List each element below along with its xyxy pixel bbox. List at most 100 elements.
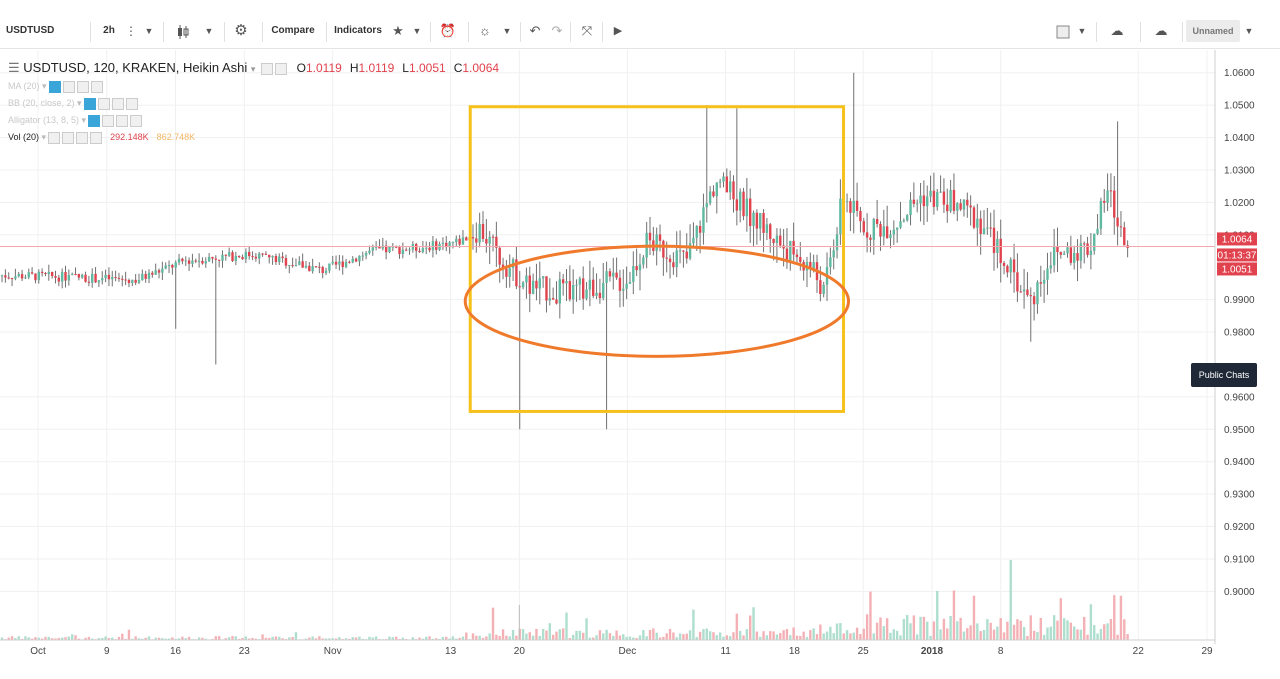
undo-icon[interactable]: ↶ [529,23,541,38]
candle-body [445,242,448,248]
indicator-dropdown-icon[interactable]: ▾ [41,132,47,142]
interval-button[interactable]: 2h [103,25,115,36]
settings-icon[interactable] [275,62,288,75]
candle-body [30,272,34,274]
volume-bar [17,636,20,640]
indicator-dropdown-icon[interactable]: ▾ [81,115,87,125]
y-tick-label: 0.9600 [1224,392,1255,403]
volume-bar [525,633,528,640]
candle-body [471,237,475,239]
candle-body [394,246,398,248]
layout-square-icon[interactable] [1054,20,1072,42]
fullscreen-icon[interactable]: ⤧ [581,23,593,38]
candle-style-icon[interactable] [170,20,196,42]
redo-icon[interactable]: ↷ [551,23,563,38]
candle-body [962,199,966,210]
volume-bar [308,637,311,640]
volume-bar [1076,629,1079,640]
ideas-dropdown-icon[interactable]: ▼ [502,26,512,36]
volume-bar [214,636,218,640]
eye-icon[interactable] [83,97,96,110]
layout-name-dropdown-icon[interactable]: ▼ [1244,26,1254,36]
volume-bar [588,637,592,640]
price-tag-label: 1.0064 [1222,234,1253,245]
volume-bar [1116,634,1119,640]
x-tick-label: 2018 [921,646,944,657]
favorites-dropdown-icon[interactable]: ▼ [412,26,422,36]
volume-bar [154,637,157,640]
indicator-row[interactable]: MA (20) ▾ [8,78,507,95]
public-chats-button[interactable]: Public Chats [1191,363,1257,387]
eye-icon[interactable] [48,80,61,93]
add-icon[interactable] [116,114,129,127]
indicator-row[interactable]: Alligator (13, 8, 5) ▾ [8,112,507,129]
volume-bar [278,636,281,640]
series-dropdown-icon[interactable]: ▾ [250,64,256,74]
candle-body [675,250,678,268]
settings-icon[interactable] [62,80,75,93]
alarm-clock-icon[interactable]: ⏰ [439,23,457,38]
compare-button[interactable]: Compare [271,25,315,36]
candle-body [157,270,161,273]
settings-icon[interactable] [102,114,115,127]
y-tick-label: 0.9900 [1224,295,1255,306]
candle-body [769,224,772,239]
candle-body [174,262,177,268]
indicator-row[interactable]: Vol (20) ▾ 292.148K 862.748K [8,129,507,146]
visibility-icon[interactable] [261,62,274,75]
layout-dropdown-icon[interactable]: ▼ [1077,26,1087,36]
volume-bar [558,629,562,640]
layout-name-button[interactable]: Unnamed [1186,20,1240,42]
cloud-load-icon[interactable]: ☁ [1110,23,1124,38]
settings-icon[interactable] [62,131,75,144]
play-icon[interactable]: ▶ [613,25,623,37]
eye-icon[interactable] [48,131,61,144]
close-icon[interactable] [90,80,103,93]
volume-bar [1032,630,1036,640]
add-icon[interactable] [76,80,89,93]
star-icon[interactable]: ★ [392,23,404,38]
volume-bar [227,637,231,640]
settings-icon[interactable] [97,97,110,110]
volume-bar [57,637,61,640]
lightbulb-icon[interactable]: ☼ [479,23,491,38]
candle-body [37,271,40,281]
indicator-row[interactable]: BB (20, close, 2) ▾ [8,95,507,112]
candle-body [77,274,81,278]
candle-body [171,264,174,268]
indicator-dropdown-icon[interactable]: ▾ [42,81,47,91]
volume-bar [1099,628,1103,640]
candle-body [809,261,812,270]
close-icon[interactable] [90,131,103,144]
list-icon[interactable]: ☰ [8,60,20,75]
volume-bar [171,637,174,640]
indicators-button[interactable]: Indicators [334,25,382,36]
volume-bar [37,637,40,640]
candle-body [662,240,665,258]
gear-icon[interactable]: ⚙ [234,22,248,39]
cloud-upload-icon[interactable]: ☁ [1154,23,1168,38]
interval-dropdown-icon[interactable]: ▼ [144,26,154,36]
candle-body [1113,190,1116,218]
indicator-dropdown-icon[interactable]: ▾ [77,98,82,108]
chart-style-dropdown-icon[interactable]: ▼ [204,26,214,36]
volume-bar [388,636,391,640]
candle-body [151,272,154,275]
toolbar-divider [520,22,521,42]
close-icon[interactable] [130,114,143,127]
candle-body [224,254,228,256]
eye-icon[interactable] [88,114,101,127]
symbol-search[interactable]: USDTUSD [6,25,55,36]
series-legend-row: ☰ USDTUSD, 120, KRAKEN, Heikin Ashi ▾ O1… [8,58,507,78]
interval-menu-dots-icon[interactable]: ⋮ [125,24,137,38]
candle-body [972,207,976,228]
volume-bar [622,634,625,640]
volume-bar [264,637,268,640]
add-icon[interactable] [76,131,89,144]
close-icon[interactable] [125,97,138,110]
add-icon[interactable] [111,97,124,110]
volume-bar [578,630,582,640]
volume-bar [982,630,986,640]
candle-body [982,228,986,234]
